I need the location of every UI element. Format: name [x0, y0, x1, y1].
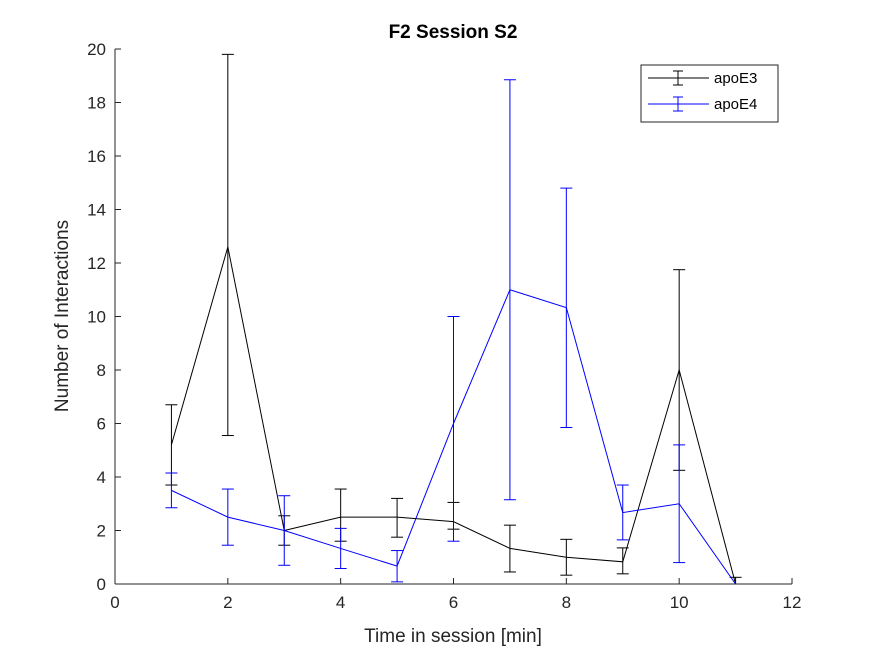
error-bar	[560, 538, 573, 576]
error-bar	[334, 527, 347, 569]
legend: apoE3 apoE4	[640, 64, 779, 123]
error-bar	[221, 53, 234, 437]
legend-label: apoE4	[714, 96, 757, 113]
y-axis-title: Number of Interactions	[52, 220, 73, 412]
y-tick-label: 12	[87, 254, 106, 273]
error-bar	[391, 497, 404, 538]
x-tick-label: 12	[783, 593, 802, 612]
y-tick-label: 8	[97, 361, 106, 380]
legend-entry-apoE3: apoE3	[648, 70, 757, 87]
error-bar	[560, 187, 573, 429]
x-tick-label: 2	[223, 593, 232, 612]
y-tick-label: 20	[87, 40, 106, 59]
y-tick-label: 14	[87, 201, 106, 220]
y-tick-label: 18	[87, 94, 106, 113]
y-tick-label: 16	[87, 147, 106, 166]
legend-entry-apoE4: apoE4	[648, 96, 757, 113]
y-ticks: 0 2 4 6 8 10 12 14 16 18 20	[87, 40, 121, 594]
error-bar	[616, 484, 629, 541]
error-bar	[673, 444, 686, 564]
x-tick-label: 6	[449, 593, 458, 612]
x-axis-title: Time in session [min]	[364, 626, 542, 647]
error-bar	[391, 550, 404, 583]
y-tick-label: 10	[87, 308, 106, 327]
y-tick-label: 6	[97, 415, 106, 434]
error-bar	[503, 79, 516, 501]
x-tick-label: 4	[336, 593, 345, 612]
y-tick-label: 2	[97, 522, 106, 541]
chart-title: F2 Session S2	[389, 22, 518, 43]
x-tick-label: 10	[670, 593, 689, 612]
error-bar	[616, 547, 629, 575]
legend-entries: apoE3 apoE4	[648, 70, 757, 113]
x-tick-label: 0	[110, 593, 119, 612]
legend-label: apoE3	[714, 70, 757, 87]
x-ticks: 0 2 4 6 8 10 12	[110, 578, 801, 612]
y-tick-label: 4	[97, 468, 106, 487]
x-tick-label: 8	[562, 593, 571, 612]
error-bar	[447, 316, 460, 542]
error-bar	[165, 472, 178, 509]
series-layer	[165, 53, 742, 585]
series-apoE4	[165, 79, 742, 585]
y-tick-label: 0	[97, 575, 106, 594]
error-bar	[503, 524, 516, 573]
error-bar	[278, 495, 291, 566]
legend-box	[640, 64, 779, 123]
error-bar	[221, 488, 234, 546]
